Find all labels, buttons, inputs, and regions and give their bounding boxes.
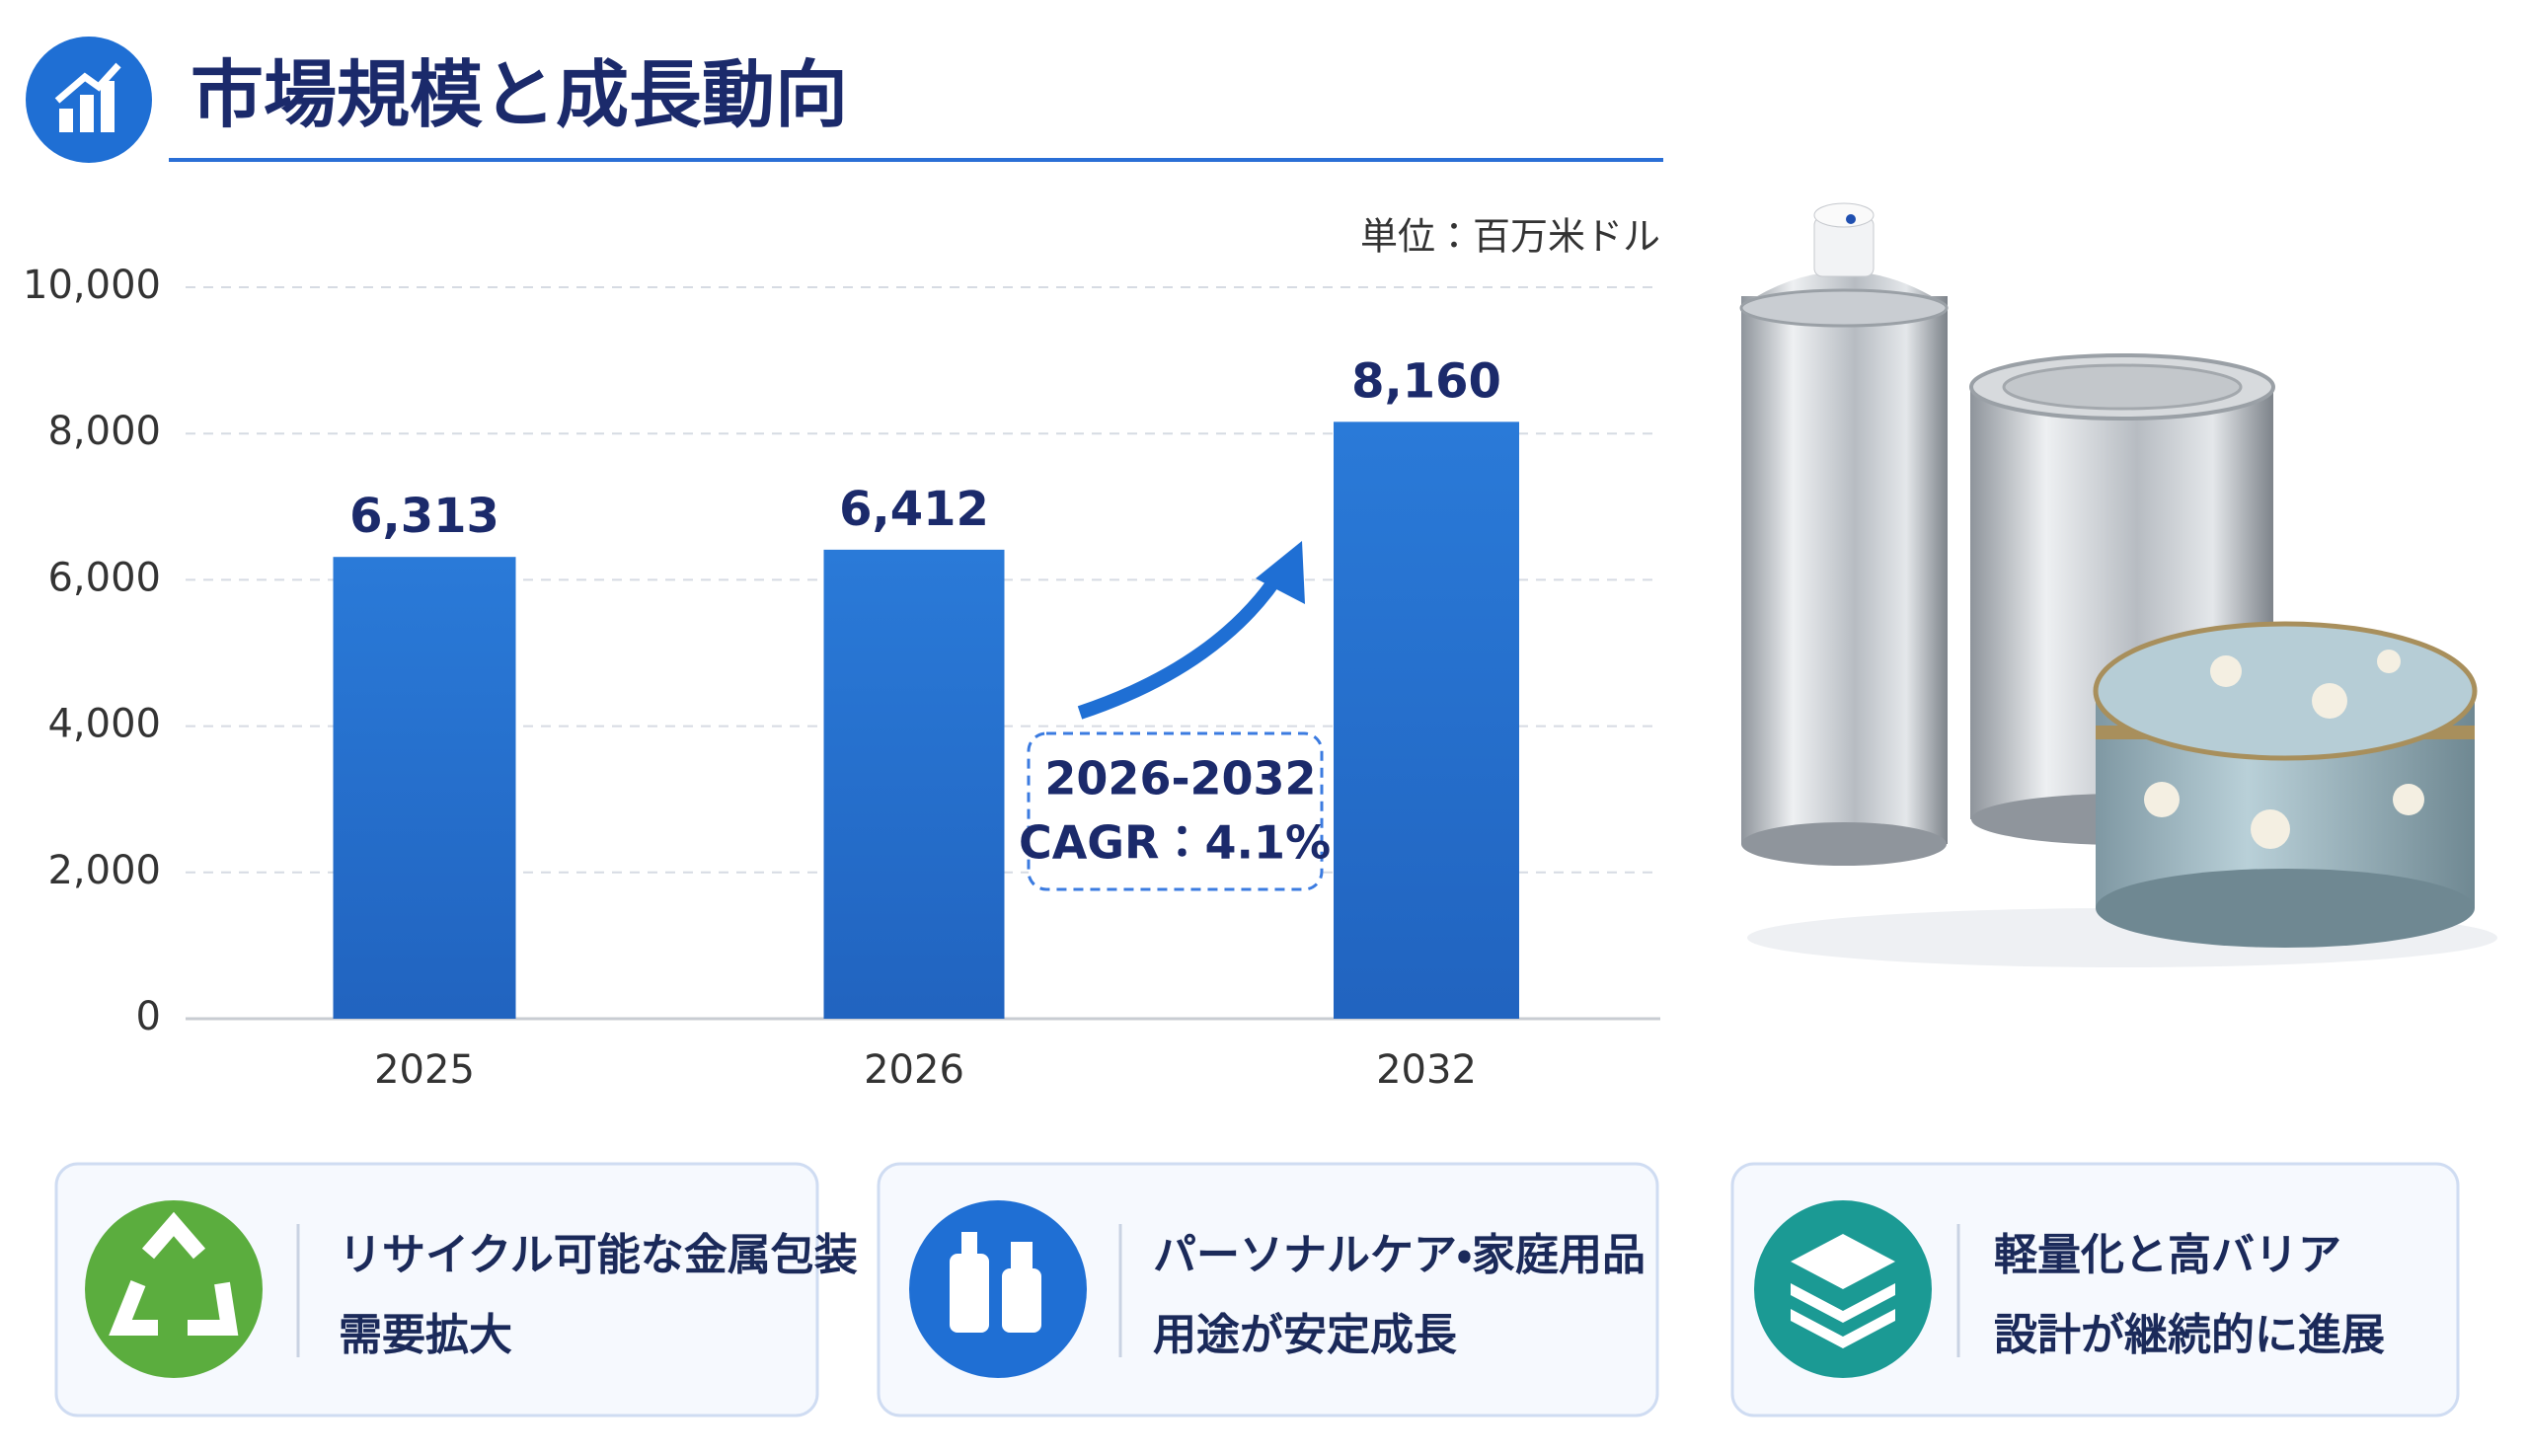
chart-title: 市場規模と成長動向	[191, 53, 848, 138]
y-tick-label: 4,000	[47, 702, 161, 747]
x-tick-label: 2025	[374, 1047, 475, 1093]
x-tick-label: 2026	[864, 1047, 964, 1093]
value-label: 8,160	[1351, 353, 1501, 409]
card: リサイクル可能な金属包装 需要拡大	[54, 1162, 858, 1418]
annotation-text: 2026-2032	[1044, 752, 1316, 805]
product-illustration	[1739, 202, 2497, 967]
card-text: リサイクル可能な金属包装	[339, 1230, 858, 1280]
card-text: 用途が安定成長	[1153, 1310, 1457, 1360]
y-tick-label: 8,000	[47, 409, 161, 454]
unit-label: 単位：百万米ドル	[1360, 215, 1660, 259]
bottle-icon	[909, 1200, 1087, 1378]
bar-shade	[333, 557, 516, 1019]
bottle-glyph	[950, 1232, 1041, 1333]
y-tick-label: 2,000	[47, 848, 161, 893]
x-tick-label: 2032	[1376, 1047, 1477, 1093]
recycle-glyph	[109, 1211, 239, 1336]
y-tick-label: 0	[136, 994, 161, 1039]
card-text: 設計が継続的に進展	[1994, 1310, 2385, 1360]
card-text: パーソナルケア・家庭用品	[1153, 1230, 1646, 1280]
bar-shade	[823, 549, 1005, 1019]
growth-arrowhead	[1256, 541, 1305, 604]
annotation-box	[1027, 731, 1324, 891]
card-text: 需要拡大	[339, 1310, 512, 1360]
value-label: 6,313	[349, 489, 499, 544]
card: 軽量化と高バリア 設計が継続的に進展	[1730, 1162, 2460, 1418]
y-tick-label: 10,000	[23, 263, 161, 308]
card-text: 軽量化と高バリア	[1994, 1230, 2341, 1280]
growth-arrow	[1077, 564, 1289, 720]
value-label: 6,412	[839, 482, 989, 537]
bar-shade	[1334, 421, 1519, 1019]
card: パーソナルケア・家庭用品 用途が安定成長	[877, 1162, 1659, 1418]
y-tick-label: 6,000	[47, 555, 161, 600]
header-icon-glyph	[54, 62, 121, 132]
layers-glyph	[1791, 1234, 1895, 1348]
annotation-text: CAGR：4.1%	[1019, 816, 1331, 870]
